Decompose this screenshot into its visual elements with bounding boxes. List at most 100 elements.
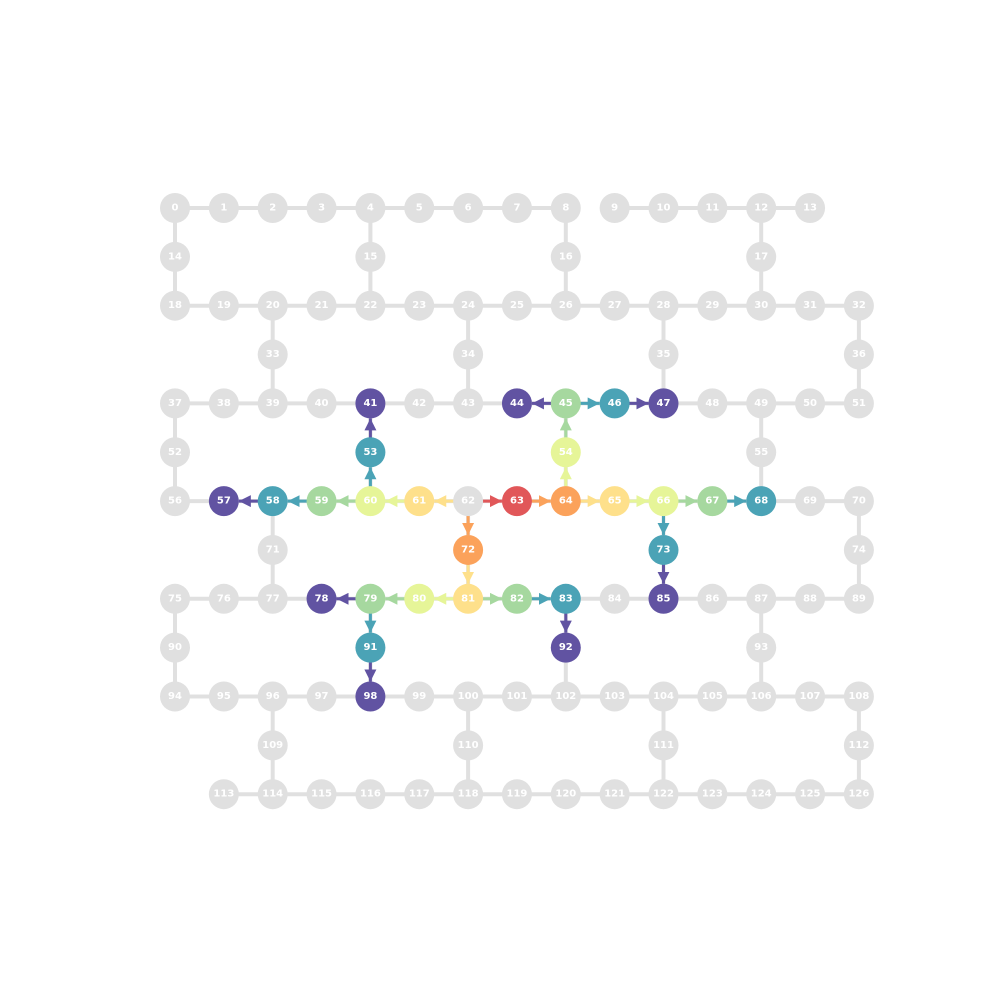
node-circle-109 [257,730,288,761]
node-28: 28 [648,290,679,321]
node-55: 55 [746,437,777,468]
node-label-73: 73 [657,544,671,555]
node-circle-114 [257,779,288,810]
node-circle-60 [355,486,386,517]
node-label-104: 104 [653,691,674,702]
node-label-44: 44 [510,398,524,409]
node-circle-106 [746,681,777,712]
node-label-27: 27 [608,300,622,311]
node-label-95: 95 [217,691,231,702]
node-circle-55 [746,437,777,468]
node-circle-53 [355,437,386,468]
node-14: 14 [160,241,190,272]
node-circle-92 [550,632,581,663]
node-label-89: 89 [852,593,866,604]
node-label-38: 38 [217,398,231,409]
node-label-23: 23 [412,300,426,311]
node-label-118: 118 [458,789,479,800]
node-78: 78 [306,583,337,614]
node-circle-125 [795,779,826,810]
node-2: 2 [257,193,288,223]
node-9: 9 [599,193,630,223]
node-8: 8 [550,193,581,223]
node-label-120: 120 [555,789,576,800]
node-circle-70 [843,486,874,517]
node-5: 5 [404,193,435,223]
node-circle-107 [795,681,826,712]
node-57: 57 [208,486,239,517]
node-label-3: 3 [318,203,325,214]
node-26: 26 [550,290,581,321]
node-circle-51 [843,388,874,419]
node-label-54: 54 [559,447,573,458]
node-label-5: 5 [416,203,423,214]
node-label-98: 98 [363,691,377,702]
node-93: 93 [746,632,777,663]
node-label-41: 41 [363,398,377,409]
node-32: 32 [843,290,874,321]
node-105: 105 [697,681,728,712]
node-circle-77 [257,583,288,614]
node-label-80: 80 [412,593,426,604]
node-109: 109 [257,730,288,761]
node-74: 74 [843,534,874,565]
node-circle-71 [257,534,288,565]
node-label-83: 83 [559,593,573,604]
node-label-69: 69 [803,496,817,507]
node-label-51: 51 [852,398,866,409]
node-49: 49 [746,388,777,419]
node-label-70: 70 [852,496,866,507]
node-label-22: 22 [363,300,377,311]
node-111: 111 [648,730,679,761]
node-label-21: 21 [315,300,329,311]
node-circle-85 [648,583,679,614]
node-circle-4 [355,193,386,223]
node-54: 54 [550,437,581,468]
node-label-17: 17 [754,251,768,262]
node-label-57: 57 [217,496,231,507]
node-label-123: 123 [702,789,723,800]
node-0: 0 [160,193,190,223]
node-circle-23 [404,290,435,321]
node-circle-47 [648,388,679,419]
node-16: 16 [550,241,581,272]
node-circle-41 [355,388,386,419]
node-circle-103 [599,681,630,712]
node-circle-5 [404,193,435,223]
node-122: 122 [648,779,679,810]
node-circle-2 [257,193,288,223]
node-circle-1 [208,193,239,223]
node-label-82: 82 [510,593,524,604]
node-43: 43 [453,388,484,419]
node-circle-17 [746,241,777,272]
node-59: 59 [306,486,337,517]
node-circle-78 [306,583,337,614]
arrows-layer [238,397,747,682]
node-label-49: 49 [754,398,768,409]
node-circle-97 [306,681,337,712]
node-circle-64 [550,486,581,517]
node-circle-6 [453,193,484,223]
node-label-46: 46 [608,398,622,409]
node-label-0: 0 [172,203,179,214]
node-label-42: 42 [412,398,426,409]
node-circle-27 [599,290,630,321]
node-circle-13 [795,193,826,223]
node-label-125: 125 [800,789,821,800]
node-label-101: 101 [507,691,528,702]
node-label-37: 37 [168,398,182,409]
node-83: 83 [550,583,581,614]
node-97: 97 [306,681,337,712]
node-circle-88 [795,583,826,614]
node-label-62: 62 [461,496,475,507]
node-label-100: 100 [458,691,479,702]
node-label-1: 1 [220,203,227,214]
node-label-124: 124 [751,789,772,800]
node-73: 73 [648,534,679,565]
node-30: 30 [746,290,777,321]
node-label-47: 47 [657,398,671,409]
node-label-105: 105 [702,691,723,702]
node-label-29: 29 [705,300,719,311]
node-label-113: 113 [213,789,234,800]
node-label-34: 34 [461,349,475,360]
